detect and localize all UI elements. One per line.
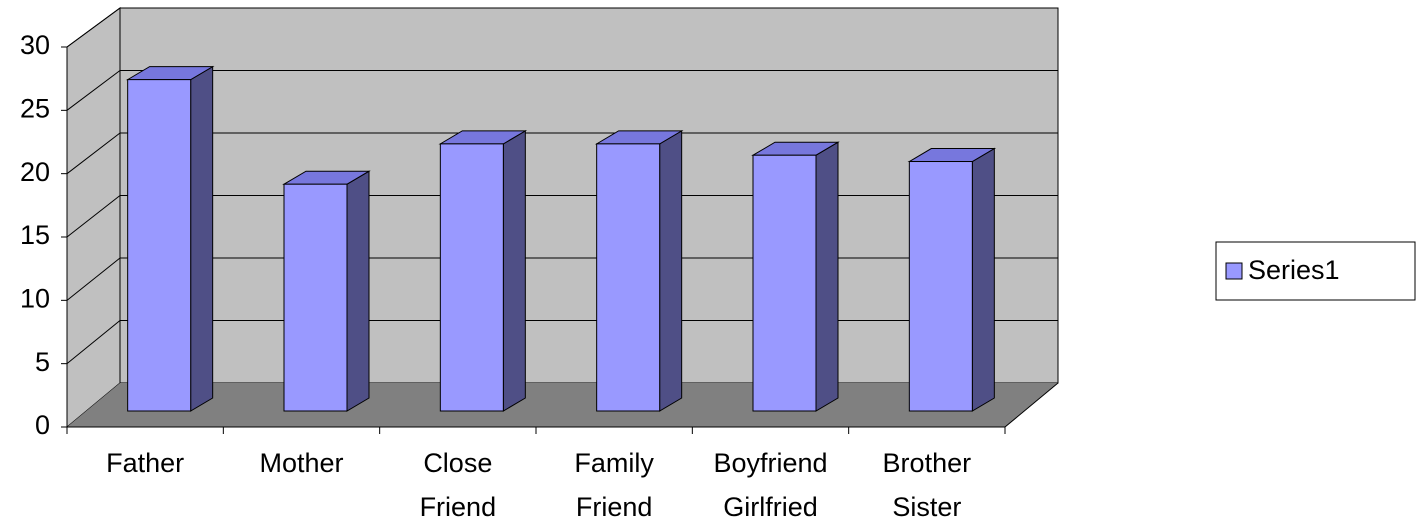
floor-edge — [1004, 382, 1059, 428]
grid-line — [66, 320, 121, 365]
bar — [752, 154, 817, 412]
bar-side — [815, 141, 839, 412]
bar — [283, 183, 348, 412]
grid-line — [66, 195, 121, 238]
x-tick-label: Boyfriend Girlfried — [713, 448, 827, 522]
bar-side — [971, 147, 995, 412]
y-tick-label: 25 — [20, 93, 50, 123]
grid-line — [66, 7, 121, 48]
grid-line — [66, 257, 121, 301]
y-tick-label: 30 — [20, 30, 50, 60]
legend-swatch — [1225, 262, 1243, 280]
bar-side — [190, 65, 214, 412]
grid-line — [66, 132, 121, 175]
bar-side — [502, 130, 526, 412]
x-tick-label: Mother — [259, 448, 343, 478]
y-tick-label: 20 — [20, 157, 50, 187]
bar — [127, 79, 192, 412]
grid-line — [66, 70, 121, 111]
bar-side — [659, 130, 683, 412]
bar — [439, 143, 504, 412]
x-tick-label: Father — [106, 448, 184, 478]
bar-side — [346, 170, 370, 412]
side-wall — [66, 7, 121, 429]
legend — [1215, 241, 1416, 301]
x-tick-label: Close Friend — [420, 448, 497, 522]
x-tick-label: Brother Sister — [883, 448, 972, 522]
y-tick-label: 0 — [35, 410, 50, 440]
y-tick-label: 10 — [20, 283, 50, 313]
bar — [908, 161, 973, 412]
y-tick-label: 15 — [20, 220, 50, 250]
y-tick-label: 5 — [35, 347, 50, 377]
x-tick-label: Family Friend — [574, 448, 654, 522]
legend-label: Series1 — [1248, 255, 1340, 285]
bar — [596, 143, 661, 412]
